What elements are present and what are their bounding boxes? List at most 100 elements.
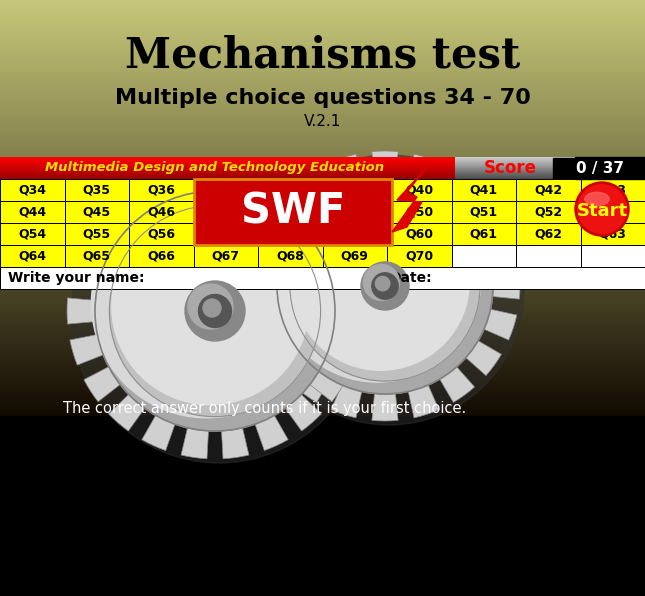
Polygon shape: [285, 191, 321, 228]
Bar: [451, 201, 516, 223]
Bar: [451, 245, 516, 267]
Bar: [516, 245, 580, 267]
Bar: [387, 223, 452, 245]
Text: Q38: Q38: [276, 184, 304, 197]
Bar: [129, 179, 194, 201]
Circle shape: [95, 191, 335, 431]
Text: Q54: Q54: [18, 228, 46, 241]
Bar: [580, 245, 645, 267]
Ellipse shape: [585, 193, 609, 206]
Bar: [194, 179, 258, 201]
Polygon shape: [372, 393, 398, 421]
Polygon shape: [181, 428, 208, 459]
Bar: [516, 179, 580, 201]
Bar: [129, 245, 194, 267]
Text: Q69: Q69: [341, 250, 369, 262]
Bar: [258, 245, 322, 267]
Text: Q41: Q41: [470, 184, 498, 197]
Text: Multiple choice questions 34 - 70: Multiple choice questions 34 - 70: [115, 88, 530, 108]
Bar: [194, 223, 258, 245]
Text: Q58: Q58: [276, 228, 304, 241]
Bar: [322, 179, 387, 201]
Text: Q40: Q40: [405, 184, 433, 197]
Polygon shape: [335, 298, 363, 324]
Polygon shape: [440, 170, 475, 205]
Bar: [194, 201, 258, 223]
Text: Q59: Q59: [341, 228, 369, 241]
Text: SWF: SWF: [241, 191, 345, 233]
Text: Q36: Q36: [147, 184, 175, 197]
Bar: [0, 179, 64, 201]
Circle shape: [185, 281, 245, 341]
Bar: [64, 201, 129, 223]
Polygon shape: [181, 163, 208, 194]
Text: Write your name:: Write your name:: [8, 271, 144, 285]
Text: Date:: Date:: [390, 271, 433, 285]
Circle shape: [203, 299, 221, 317]
Polygon shape: [255, 172, 288, 207]
Bar: [451, 223, 516, 245]
Text: Q39: Q39: [341, 184, 369, 197]
Polygon shape: [253, 309, 286, 340]
Polygon shape: [70, 334, 103, 365]
Text: Mechanisms test: Mechanisms test: [125, 35, 520, 77]
Text: Q51: Q51: [470, 206, 498, 219]
Text: Q49: Q49: [341, 206, 369, 219]
Text: Q50: Q50: [405, 206, 433, 219]
Circle shape: [375, 277, 390, 291]
Bar: [258, 201, 322, 223]
Circle shape: [277, 178, 493, 394]
Circle shape: [254, 155, 524, 425]
Circle shape: [110, 206, 321, 417]
Circle shape: [363, 265, 399, 300]
Text: Q34: Q34: [18, 184, 46, 197]
Polygon shape: [408, 385, 439, 418]
Polygon shape: [295, 170, 330, 205]
Bar: [0, 223, 64, 245]
Polygon shape: [484, 309, 517, 340]
Bar: [516, 201, 580, 223]
Text: Q53: Q53: [599, 206, 627, 219]
Polygon shape: [285, 395, 321, 431]
Text: Score: Score: [484, 159, 537, 177]
Text: Q61: Q61: [470, 228, 498, 241]
Text: Q55: Q55: [83, 228, 111, 241]
Bar: [387, 179, 452, 201]
Text: Q37: Q37: [212, 184, 240, 197]
Circle shape: [199, 294, 232, 327]
Polygon shape: [84, 367, 120, 402]
Polygon shape: [372, 151, 398, 179]
Circle shape: [71, 167, 367, 463]
Circle shape: [372, 273, 398, 299]
Text: Q66: Q66: [147, 250, 175, 262]
Polygon shape: [310, 367, 346, 402]
Polygon shape: [440, 367, 475, 402]
Bar: [322, 201, 387, 223]
Polygon shape: [493, 273, 520, 299]
Text: Q44: Q44: [18, 206, 46, 219]
Polygon shape: [253, 232, 286, 263]
Bar: [580, 223, 645, 245]
Circle shape: [112, 208, 308, 405]
Text: Q56: Q56: [147, 228, 175, 241]
Polygon shape: [268, 197, 304, 231]
Text: Q47: Q47: [212, 206, 240, 219]
Bar: [258, 223, 322, 245]
Circle shape: [361, 262, 409, 310]
Polygon shape: [250, 273, 277, 299]
Bar: [0, 245, 64, 267]
Polygon shape: [142, 172, 175, 207]
Bar: [194, 179, 392, 245]
Text: Q35: Q35: [83, 184, 111, 197]
Polygon shape: [255, 415, 288, 451]
Circle shape: [292, 193, 470, 370]
Bar: [580, 179, 645, 201]
Bar: [194, 245, 258, 267]
Text: Q60: Q60: [405, 228, 433, 241]
Text: Q63: Q63: [599, 228, 627, 241]
Bar: [0, 416, 645, 596]
Polygon shape: [108, 395, 144, 431]
Text: Q48: Q48: [276, 206, 304, 219]
Polygon shape: [484, 232, 517, 263]
Circle shape: [92, 187, 322, 418]
